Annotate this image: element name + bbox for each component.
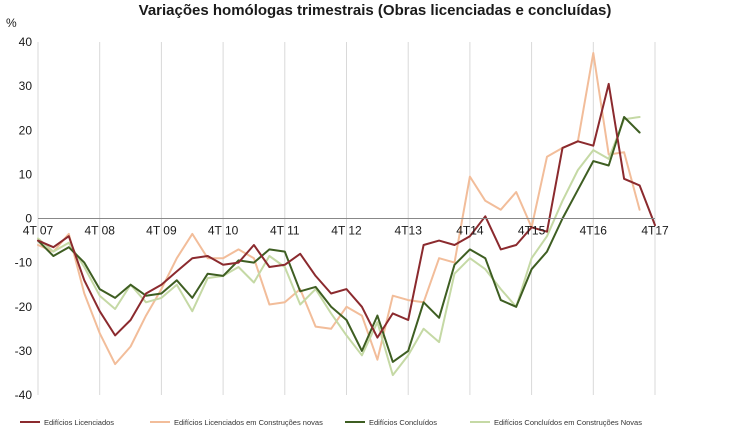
- legend-label: Edifícios Concluídos em Construções Nova…: [494, 418, 642, 427]
- y-tick-label: 40: [19, 35, 33, 49]
- x-tick-label: 4T 08: [84, 224, 115, 238]
- legend-label: Edifícios Concluídos: [369, 418, 437, 427]
- x-tick-label: 4T15: [518, 224, 546, 238]
- chart-title: Variações homólogas trimestrais (Obras l…: [138, 2, 612, 19]
- y-tick-label: -40: [15, 388, 33, 402]
- legend: Edifícios Licenciados Edifícios Licenciad…: [20, 418, 642, 427]
- series-lines: [37, 52, 656, 377]
- x-tick-label: 4T 07: [23, 224, 54, 238]
- series-line: [37, 116, 641, 377]
- series-line: [37, 82, 656, 339]
- y-tick-label: -30: [15, 344, 33, 358]
- legend-label: Edifícios Licenciados: [44, 418, 114, 427]
- legend-label: Edifícios Licenciados em Construções nov…: [174, 418, 323, 427]
- y-tick-label: 20: [19, 123, 33, 137]
- y-tick-label: -20: [15, 300, 33, 314]
- x-tick-label: 4T 11: [270, 224, 300, 238]
- axes: 4T 07 4T 08 4T 09 4T 10 4T 11 4T 12 4T13 4T14 4T…: [6, 16, 669, 402]
- x-tick-label: 4T16: [580, 224, 608, 238]
- x-tick-label: 4T 09: [146, 224, 177, 238]
- y-axis-label: %: [6, 16, 17, 30]
- x-tick-label: 4T13: [395, 224, 423, 238]
- y-tick-label: -10: [15, 256, 33, 270]
- series-line: [37, 116, 641, 363]
- y-tick-label: 30: [19, 79, 33, 93]
- y-tick-label: 10: [19, 167, 33, 181]
- x-tick-label: 4T17: [641, 224, 669, 238]
- x-tick-label: 4T 12: [331, 224, 362, 238]
- y-tick-label: 0: [25, 212, 32, 226]
- series-line: [37, 52, 641, 366]
- x-tick-label: 4T 10: [208, 224, 239, 238]
- x-tick-label: 4T14: [456, 224, 484, 238]
